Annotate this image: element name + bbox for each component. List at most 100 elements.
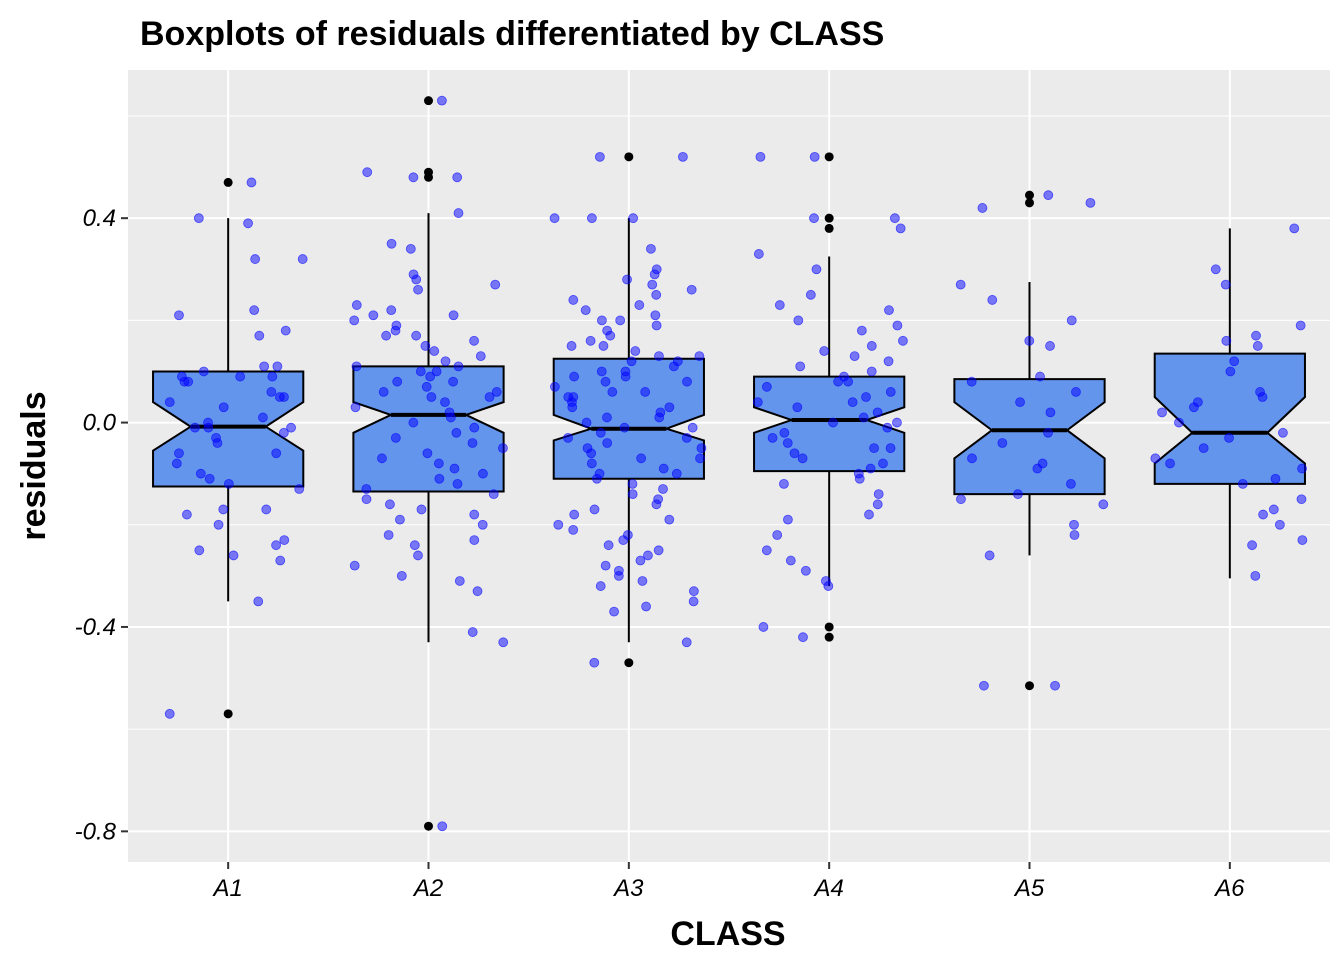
- outlier-point-a4: [824, 223, 834, 233]
- data-point-a5: [987, 295, 998, 305]
- data-point-a2: [472, 586, 483, 597]
- data-point-a6: [1210, 264, 1221, 275]
- data-point-a2: [349, 560, 360, 571]
- data-point-a4: [789, 448, 800, 459]
- data-point-a4: [798, 632, 808, 643]
- chart-title: Boxplots of residuals differentiated by …: [140, 15, 884, 53]
- outlier-point-a2: [424, 96, 433, 106]
- outlier-point-a1: [223, 177, 233, 187]
- data-point-a2: [467, 627, 478, 637]
- data-point-a3: [658, 484, 668, 494]
- data-point-a2: [434, 473, 445, 484]
- data-point-a3: [626, 356, 637, 367]
- data-point-a4: [792, 402, 803, 413]
- data-point-a1: [190, 422, 200, 433]
- data-point-a4: [866, 341, 877, 351]
- data-point-a2: [368, 310, 379, 321]
- data-point-a3: [637, 576, 648, 586]
- data-point-a3: [600, 376, 611, 387]
- data-point-a3: [649, 269, 660, 280]
- data-point-a6: [1268, 504, 1279, 515]
- data-point-a3: [647, 279, 658, 290]
- data-point-a6: [1220, 279, 1231, 290]
- data-point-a1: [228, 550, 239, 561]
- x-axis-title: CLASS: [670, 915, 785, 953]
- data-point-a4: [761, 381, 772, 392]
- y-tick-label: -0.8: [75, 818, 117, 845]
- data-point-a3: [651, 499, 662, 510]
- data-point-a3: [568, 295, 579, 305]
- data-point-a4: [883, 356, 894, 367]
- data-point-a6: [1221, 335, 1232, 346]
- data-point-a3: [688, 586, 699, 597]
- data-point-a3: [609, 606, 619, 617]
- data-point-a3: [586, 448, 597, 459]
- data-point-a4: [864, 509, 874, 520]
- data-point-a1: [181, 509, 192, 520]
- data-point-a6: [1174, 417, 1184, 428]
- data-point-a3: [586, 213, 597, 224]
- data-point-a3: [696, 443, 707, 454]
- data-point-a1: [164, 708, 175, 719]
- data-point-a2: [396, 570, 407, 581]
- data-point-a3: [635, 555, 646, 566]
- data-point-a5: [966, 376, 977, 387]
- data-point-a1: [258, 412, 268, 423]
- data-point-a6: [1250, 570, 1261, 581]
- data-point-a2: [469, 509, 480, 520]
- data-point-a1: [213, 519, 224, 530]
- data-point-a4: [833, 376, 844, 387]
- outlier-point-a3: [624, 152, 634, 162]
- data-point-a5: [1069, 519, 1079, 530]
- data-point-a3: [678, 151, 688, 162]
- data-point-a4: [761, 545, 772, 556]
- data-point-a1: [250, 254, 261, 264]
- data-point-a2: [420, 341, 431, 351]
- data-point-a2: [349, 315, 360, 326]
- data-point-a5: [1043, 190, 1054, 201]
- data-point-a6: [1229, 356, 1240, 367]
- data-point-a6: [1157, 407, 1167, 418]
- data-point-a2: [478, 468, 488, 479]
- data-point-a3: [569, 371, 580, 382]
- data-point-a2: [437, 821, 448, 832]
- data-point-a2: [422, 448, 433, 459]
- outlier-points: [223, 96, 1034, 831]
- data-point-a3: [586, 458, 597, 469]
- data-point-a4: [828, 417, 838, 428]
- data-point-a2: [431, 366, 442, 377]
- data-point-a3: [580, 305, 591, 316]
- data-point-a4: [811, 264, 822, 275]
- data-point-a4: [809, 213, 819, 224]
- data-point-a4: [779, 478, 789, 489]
- data-point-a3: [563, 432, 573, 443]
- data-point-a1: [193, 213, 204, 224]
- data-point-a1: [272, 361, 283, 372]
- data-point-a4: [785, 555, 796, 566]
- data-point-a3: [603, 540, 614, 551]
- outlier-point-a4: [824, 622, 834, 632]
- data-point-a5: [956, 494, 966, 505]
- data-point-a3: [619, 422, 630, 433]
- data-point-a5: [977, 203, 988, 213]
- outlier-point-a5: [1025, 198, 1034, 208]
- data-point-a2: [469, 422, 480, 433]
- data-point-a2: [408, 172, 419, 183]
- data-point-a4: [758, 622, 769, 632]
- box-a2: [352, 365, 505, 493]
- data-point-a3: [595, 427, 606, 438]
- y-tick-label: -0.4: [75, 614, 116, 641]
- data-point-a3: [627, 489, 638, 500]
- data-point-a4: [767, 432, 778, 443]
- data-point-a2: [490, 279, 501, 290]
- data-point-a1: [261, 504, 272, 515]
- data-point-a6: [1237, 478, 1248, 489]
- data-point-a3: [618, 535, 629, 545]
- data-point-a3: [630, 346, 641, 356]
- data-point-a3: [654, 412, 665, 423]
- data-point-a6: [1165, 458, 1175, 469]
- data-point-a3: [627, 478, 638, 489]
- data-point-a2: [469, 535, 480, 545]
- data-point-a3: [589, 657, 600, 668]
- data-point-a5: [1035, 371, 1045, 382]
